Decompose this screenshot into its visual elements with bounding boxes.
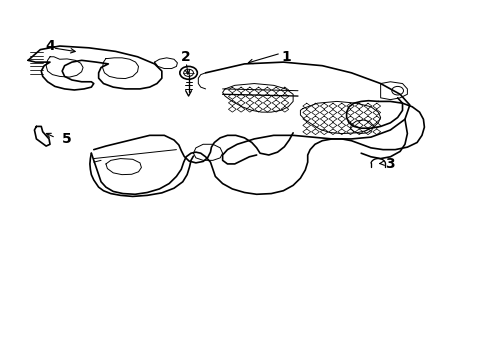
Text: 3: 3: [385, 157, 394, 171]
Text: 5: 5: [62, 132, 72, 146]
Text: 1: 1: [281, 50, 290, 64]
Text: 4: 4: [45, 39, 55, 53]
Text: 2: 2: [181, 50, 191, 64]
